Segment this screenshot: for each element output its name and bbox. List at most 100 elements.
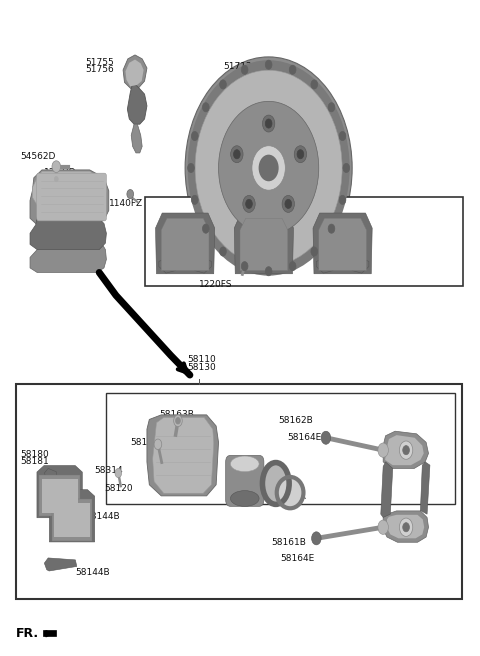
Polygon shape xyxy=(319,218,366,270)
Polygon shape xyxy=(147,415,218,496)
Circle shape xyxy=(297,150,304,159)
Ellipse shape xyxy=(230,491,259,506)
Polygon shape xyxy=(30,217,107,250)
Circle shape xyxy=(265,60,272,70)
Text: 58314: 58314 xyxy=(95,466,123,475)
FancyArrowPatch shape xyxy=(45,631,52,636)
Circle shape xyxy=(243,195,255,213)
Ellipse shape xyxy=(252,146,285,190)
Text: 58120: 58120 xyxy=(104,484,132,493)
Polygon shape xyxy=(127,83,147,124)
Polygon shape xyxy=(161,218,209,270)
Circle shape xyxy=(220,247,227,256)
Polygon shape xyxy=(33,171,107,205)
Circle shape xyxy=(378,443,388,457)
Text: 58130: 58130 xyxy=(188,363,216,372)
Circle shape xyxy=(339,195,346,205)
Text: FR.: FR. xyxy=(16,627,39,640)
Circle shape xyxy=(282,195,294,213)
Circle shape xyxy=(378,520,388,535)
Text: 58181: 58181 xyxy=(21,457,49,466)
Text: 1351JD: 1351JD xyxy=(44,168,77,177)
Circle shape xyxy=(241,259,249,270)
Polygon shape xyxy=(131,124,142,153)
FancyBboxPatch shape xyxy=(226,455,264,506)
Text: 58101B: 58101B xyxy=(336,237,370,246)
Polygon shape xyxy=(381,462,393,518)
Text: 58144B: 58144B xyxy=(75,568,110,577)
Circle shape xyxy=(399,518,413,537)
Text: 58113: 58113 xyxy=(259,477,288,486)
Circle shape xyxy=(285,199,292,209)
Polygon shape xyxy=(125,60,144,87)
Text: 58164E: 58164E xyxy=(281,554,315,563)
Polygon shape xyxy=(39,476,80,516)
Polygon shape xyxy=(44,468,56,482)
Circle shape xyxy=(289,262,296,271)
Text: 58125: 58125 xyxy=(130,438,159,447)
Ellipse shape xyxy=(188,60,349,276)
Circle shape xyxy=(52,161,60,173)
Text: 58164E: 58164E xyxy=(288,433,322,442)
Polygon shape xyxy=(37,466,82,518)
Text: 58161B: 58161B xyxy=(271,538,306,546)
Circle shape xyxy=(174,415,182,426)
Circle shape xyxy=(220,80,227,89)
Polygon shape xyxy=(420,462,430,514)
Polygon shape xyxy=(123,55,147,89)
Text: 58144B: 58144B xyxy=(85,512,120,521)
Circle shape xyxy=(176,417,180,424)
Circle shape xyxy=(265,266,272,276)
Ellipse shape xyxy=(195,70,342,266)
Circle shape xyxy=(289,65,296,74)
Polygon shape xyxy=(195,258,211,273)
Circle shape xyxy=(246,199,252,209)
Circle shape xyxy=(263,115,275,132)
Circle shape xyxy=(311,247,318,256)
Ellipse shape xyxy=(218,101,319,235)
Circle shape xyxy=(231,146,243,163)
Bar xyxy=(144,197,463,285)
Circle shape xyxy=(339,131,346,140)
Circle shape xyxy=(54,176,58,182)
Ellipse shape xyxy=(259,155,279,181)
Text: 51712: 51712 xyxy=(223,62,252,72)
Circle shape xyxy=(265,119,272,128)
Polygon shape xyxy=(385,435,424,465)
Circle shape xyxy=(115,468,121,478)
Circle shape xyxy=(311,80,318,89)
Circle shape xyxy=(312,532,321,545)
Circle shape xyxy=(127,190,133,199)
Polygon shape xyxy=(159,258,176,273)
Polygon shape xyxy=(240,218,288,270)
Polygon shape xyxy=(383,431,429,468)
Polygon shape xyxy=(54,502,90,537)
Circle shape xyxy=(328,224,335,234)
Text: 58162B: 58162B xyxy=(278,417,313,425)
Polygon shape xyxy=(52,499,92,541)
Polygon shape xyxy=(30,243,107,272)
Polygon shape xyxy=(313,213,372,274)
Circle shape xyxy=(321,431,331,444)
Polygon shape xyxy=(156,213,215,274)
Text: 58112: 58112 xyxy=(229,457,258,466)
Polygon shape xyxy=(234,213,293,274)
Circle shape xyxy=(203,224,209,234)
Polygon shape xyxy=(42,479,77,512)
Circle shape xyxy=(403,523,409,532)
Circle shape xyxy=(241,65,248,74)
Circle shape xyxy=(399,441,413,459)
Polygon shape xyxy=(383,511,429,543)
Circle shape xyxy=(294,146,307,163)
Circle shape xyxy=(241,262,248,271)
Polygon shape xyxy=(44,558,77,571)
Polygon shape xyxy=(30,170,109,225)
Text: 58114A: 58114A xyxy=(271,492,306,501)
Text: 58110: 58110 xyxy=(188,355,216,364)
Circle shape xyxy=(192,131,198,140)
Circle shape xyxy=(203,103,209,112)
Polygon shape xyxy=(49,489,95,542)
Circle shape xyxy=(234,150,240,159)
Ellipse shape xyxy=(263,462,289,504)
Circle shape xyxy=(52,174,60,184)
